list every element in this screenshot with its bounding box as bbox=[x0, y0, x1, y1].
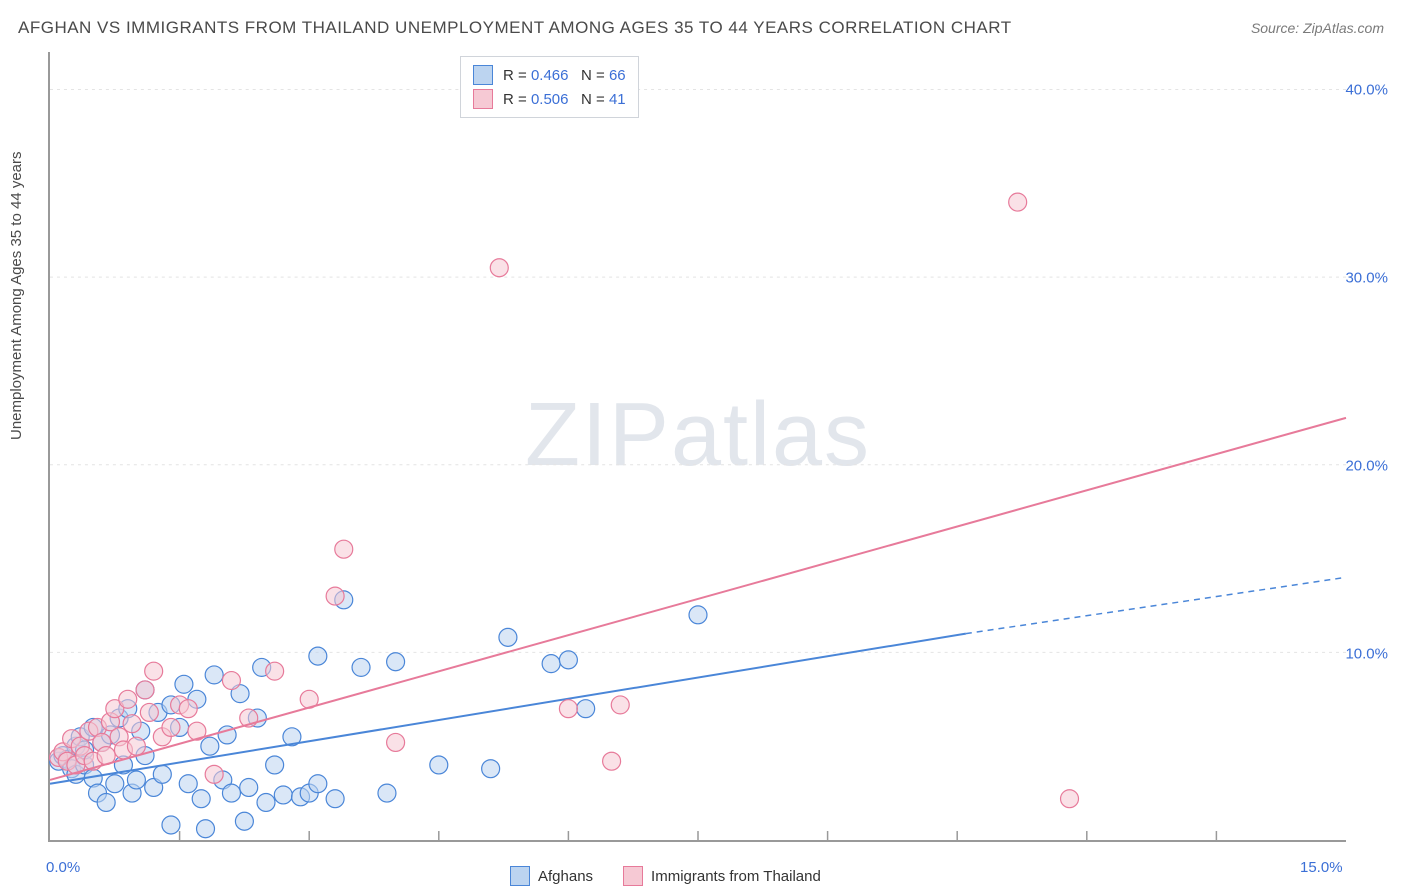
legend-bottom-item: Afghans bbox=[510, 866, 593, 886]
legend-swatch bbox=[623, 866, 643, 886]
legend-bottom-item: Immigrants from Thailand bbox=[623, 866, 821, 886]
legend-label: Afghans bbox=[538, 868, 593, 885]
y-tick-label: 30.0% bbox=[1345, 269, 1388, 286]
x-tick-label: 0.0% bbox=[46, 859, 80, 876]
legend-stats: R = 0.506 N = 41 bbox=[503, 91, 626, 108]
legend-top: R = 0.466 N = 66 R = 0.506 N = 41 bbox=[460, 56, 639, 118]
legend-label: Immigrants from Thailand bbox=[651, 868, 821, 885]
legend-swatch bbox=[473, 65, 493, 85]
chart-title: AFGHAN VS IMMIGRANTS FROM THAILAND UNEMP… bbox=[18, 18, 1012, 38]
plot-area: ZIPatlas bbox=[48, 52, 1346, 842]
x-tick-label: 15.0% bbox=[1300, 859, 1343, 876]
legend-top-row: R = 0.466 N = 66 bbox=[473, 63, 626, 87]
y-tick-label: 10.0% bbox=[1345, 645, 1388, 662]
legend-bottom: Afghans Immigrants from Thailand bbox=[510, 866, 821, 886]
y-tick-label: 40.0% bbox=[1345, 81, 1388, 98]
legend-top-row: R = 0.506 N = 41 bbox=[473, 87, 626, 111]
y-axis-label: Unemployment Among Ages 35 to 44 years bbox=[8, 151, 25, 440]
legend-swatch bbox=[473, 89, 493, 109]
y-tick-label: 20.0% bbox=[1345, 457, 1388, 474]
source-label: Source: ZipAtlas.com bbox=[1251, 20, 1384, 36]
chart-svg bbox=[50, 52, 1346, 840]
legend-swatch bbox=[510, 866, 530, 886]
legend-stats: R = 0.466 N = 66 bbox=[503, 67, 626, 84]
